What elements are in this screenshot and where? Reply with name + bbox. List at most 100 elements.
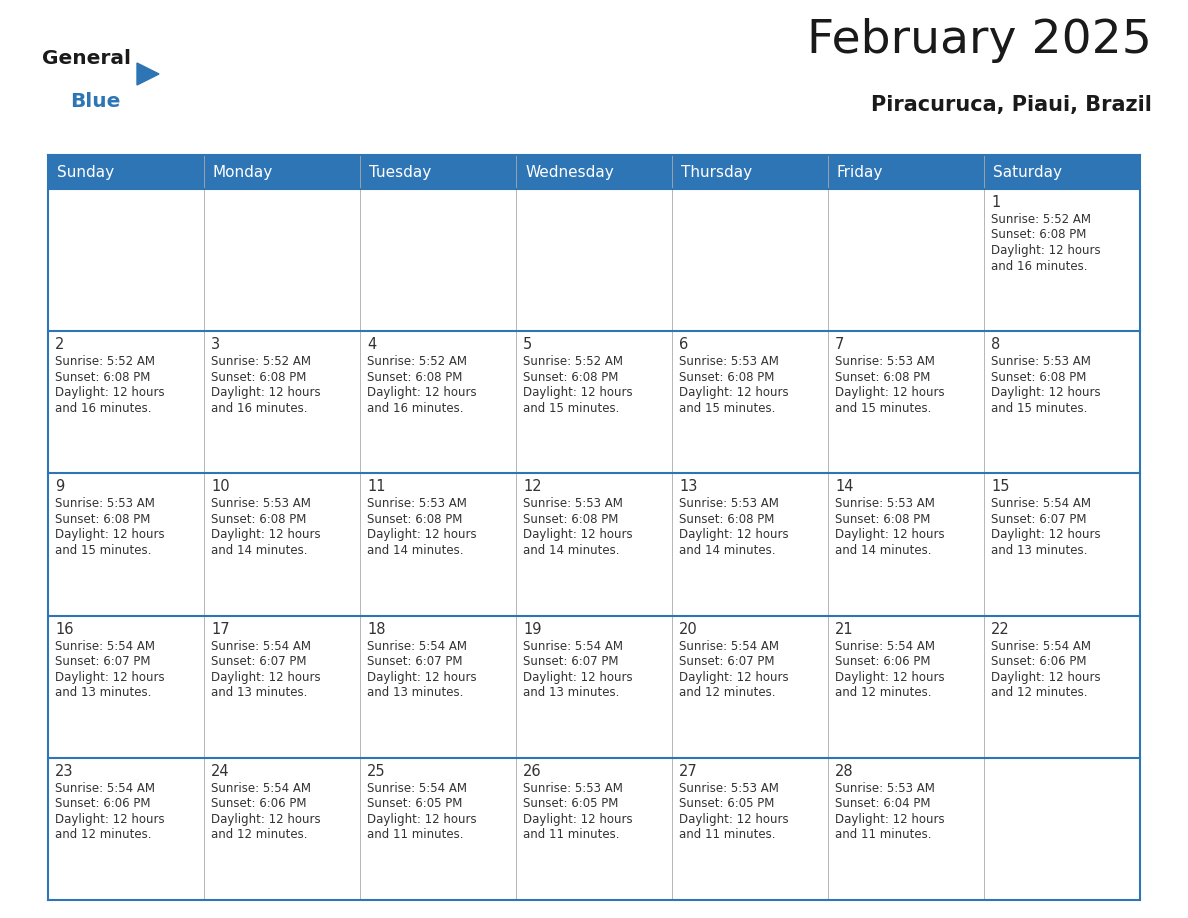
Text: and 16 minutes.: and 16 minutes.: [367, 402, 463, 415]
Text: Sunrise: 5:53 AM: Sunrise: 5:53 AM: [680, 782, 779, 795]
Text: Daylight: 12 hours: Daylight: 12 hours: [523, 529, 633, 542]
Text: Daylight: 12 hours: Daylight: 12 hours: [523, 386, 633, 399]
Text: 28: 28: [835, 764, 854, 778]
Text: Sunset: 6:08 PM: Sunset: 6:08 PM: [367, 371, 462, 384]
Text: Daylight: 12 hours: Daylight: 12 hours: [991, 386, 1100, 399]
Text: 16: 16: [55, 621, 74, 636]
Text: and 15 minutes.: and 15 minutes.: [680, 402, 776, 415]
Text: and 11 minutes.: and 11 minutes.: [680, 828, 776, 841]
Text: 5: 5: [523, 337, 532, 353]
Text: Sunset: 6:08 PM: Sunset: 6:08 PM: [523, 513, 619, 526]
Text: Sunset: 6:04 PM: Sunset: 6:04 PM: [835, 798, 930, 811]
Text: and 16 minutes.: and 16 minutes.: [55, 402, 152, 415]
Text: Sunrise: 5:53 AM: Sunrise: 5:53 AM: [835, 782, 935, 795]
Text: Sunrise: 5:53 AM: Sunrise: 5:53 AM: [835, 355, 935, 368]
Text: Sunset: 6:05 PM: Sunset: 6:05 PM: [523, 798, 619, 811]
Text: Sunset: 6:08 PM: Sunset: 6:08 PM: [55, 371, 151, 384]
Text: Sunrise: 5:54 AM: Sunrise: 5:54 AM: [835, 640, 935, 653]
Text: Sunset: 6:08 PM: Sunset: 6:08 PM: [523, 371, 619, 384]
Text: 13: 13: [680, 479, 697, 495]
Text: February 2025: February 2025: [808, 18, 1152, 63]
Text: Sunrise: 5:54 AM: Sunrise: 5:54 AM: [367, 782, 467, 795]
Text: Daylight: 12 hours: Daylight: 12 hours: [367, 812, 476, 826]
Text: Sunset: 6:08 PM: Sunset: 6:08 PM: [367, 513, 462, 526]
Text: 3: 3: [211, 337, 220, 353]
Text: Daylight: 12 hours: Daylight: 12 hours: [680, 529, 789, 542]
Text: and 11 minutes.: and 11 minutes.: [367, 828, 463, 841]
Text: Daylight: 12 hours: Daylight: 12 hours: [211, 671, 321, 684]
Text: and 12 minutes.: and 12 minutes.: [991, 686, 1087, 700]
Text: and 15 minutes.: and 15 minutes.: [991, 402, 1087, 415]
Text: Monday: Monday: [213, 164, 273, 180]
Text: Sunset: 6:05 PM: Sunset: 6:05 PM: [680, 798, 775, 811]
Text: Sunrise: 5:52 AM: Sunrise: 5:52 AM: [211, 355, 311, 368]
Text: Daylight: 12 hours: Daylight: 12 hours: [367, 386, 476, 399]
Text: Daylight: 12 hours: Daylight: 12 hours: [55, 529, 165, 542]
Text: 6: 6: [680, 337, 688, 353]
Text: Sunset: 6:07 PM: Sunset: 6:07 PM: [991, 513, 1087, 526]
Text: and 15 minutes.: and 15 minutes.: [55, 543, 151, 557]
Text: Sunrise: 5:52 AM: Sunrise: 5:52 AM: [55, 355, 154, 368]
Text: Wednesday: Wednesday: [525, 164, 614, 180]
Text: Sunday: Sunday: [57, 164, 114, 180]
Text: 25: 25: [367, 764, 386, 778]
Text: and 14 minutes.: and 14 minutes.: [835, 543, 931, 557]
Text: Daylight: 12 hours: Daylight: 12 hours: [211, 812, 321, 826]
Text: Sunrise: 5:54 AM: Sunrise: 5:54 AM: [211, 782, 311, 795]
Text: 18: 18: [367, 621, 385, 636]
Text: 2: 2: [55, 337, 64, 353]
Text: Piracuruca, Piaui, Brazil: Piracuruca, Piaui, Brazil: [872, 95, 1152, 115]
Text: and 14 minutes.: and 14 minutes.: [680, 543, 776, 557]
Text: Daylight: 12 hours: Daylight: 12 hours: [55, 812, 165, 826]
Text: and 15 minutes.: and 15 minutes.: [835, 402, 931, 415]
Text: Daylight: 12 hours: Daylight: 12 hours: [211, 529, 321, 542]
Text: Sunrise: 5:53 AM: Sunrise: 5:53 AM: [523, 498, 623, 510]
Text: 9: 9: [55, 479, 64, 495]
Text: Daylight: 12 hours: Daylight: 12 hours: [835, 812, 944, 826]
Text: Sunrise: 5:54 AM: Sunrise: 5:54 AM: [680, 640, 779, 653]
Text: 26: 26: [523, 764, 542, 778]
Text: and 14 minutes.: and 14 minutes.: [367, 543, 463, 557]
Text: 22: 22: [991, 621, 1010, 636]
Text: 20: 20: [680, 621, 697, 636]
Text: Sunset: 6:06 PM: Sunset: 6:06 PM: [991, 655, 1087, 668]
Text: Friday: Friday: [838, 164, 884, 180]
Text: Daylight: 12 hours: Daylight: 12 hours: [367, 671, 476, 684]
Text: 7: 7: [835, 337, 845, 353]
Text: Sunset: 6:08 PM: Sunset: 6:08 PM: [211, 513, 307, 526]
Text: Thursday: Thursday: [681, 164, 752, 180]
Text: Blue: Blue: [70, 92, 120, 111]
Text: Sunset: 6:06 PM: Sunset: 6:06 PM: [211, 798, 307, 811]
Text: 8: 8: [991, 337, 1000, 353]
Text: 10: 10: [211, 479, 229, 495]
Text: Sunrise: 5:54 AM: Sunrise: 5:54 AM: [523, 640, 623, 653]
Text: Sunset: 6:08 PM: Sunset: 6:08 PM: [835, 513, 930, 526]
Text: Daylight: 12 hours: Daylight: 12 hours: [55, 671, 165, 684]
Text: 19: 19: [523, 621, 542, 636]
Text: Sunrise: 5:53 AM: Sunrise: 5:53 AM: [680, 498, 779, 510]
Text: and 13 minutes.: and 13 minutes.: [211, 686, 308, 700]
Text: Sunset: 6:08 PM: Sunset: 6:08 PM: [835, 371, 930, 384]
Text: Sunrise: 5:52 AM: Sunrise: 5:52 AM: [991, 213, 1091, 226]
Text: 24: 24: [211, 764, 229, 778]
Text: Sunset: 6:08 PM: Sunset: 6:08 PM: [55, 513, 151, 526]
Text: Sunset: 6:08 PM: Sunset: 6:08 PM: [991, 371, 1086, 384]
Text: and 12 minutes.: and 12 minutes.: [835, 686, 931, 700]
Text: Sunset: 6:07 PM: Sunset: 6:07 PM: [680, 655, 775, 668]
Text: and 13 minutes.: and 13 minutes.: [55, 686, 151, 700]
Text: 12: 12: [523, 479, 542, 495]
Text: Tuesday: Tuesday: [369, 164, 431, 180]
Text: Sunrise: 5:54 AM: Sunrise: 5:54 AM: [991, 640, 1091, 653]
Text: Sunset: 6:07 PM: Sunset: 6:07 PM: [55, 655, 151, 668]
Text: Daylight: 12 hours: Daylight: 12 hours: [835, 529, 944, 542]
Text: 15: 15: [991, 479, 1010, 495]
Text: and 15 minutes.: and 15 minutes.: [523, 402, 619, 415]
Text: and 16 minutes.: and 16 minutes.: [991, 260, 1087, 273]
Text: 14: 14: [835, 479, 853, 495]
Text: Sunrise: 5:53 AM: Sunrise: 5:53 AM: [523, 782, 623, 795]
Text: and 12 minutes.: and 12 minutes.: [680, 686, 776, 700]
Text: Sunset: 6:07 PM: Sunset: 6:07 PM: [523, 655, 619, 668]
Text: Sunrise: 5:52 AM: Sunrise: 5:52 AM: [367, 355, 467, 368]
Text: Sunrise: 5:54 AM: Sunrise: 5:54 AM: [55, 640, 154, 653]
Text: 23: 23: [55, 764, 74, 778]
